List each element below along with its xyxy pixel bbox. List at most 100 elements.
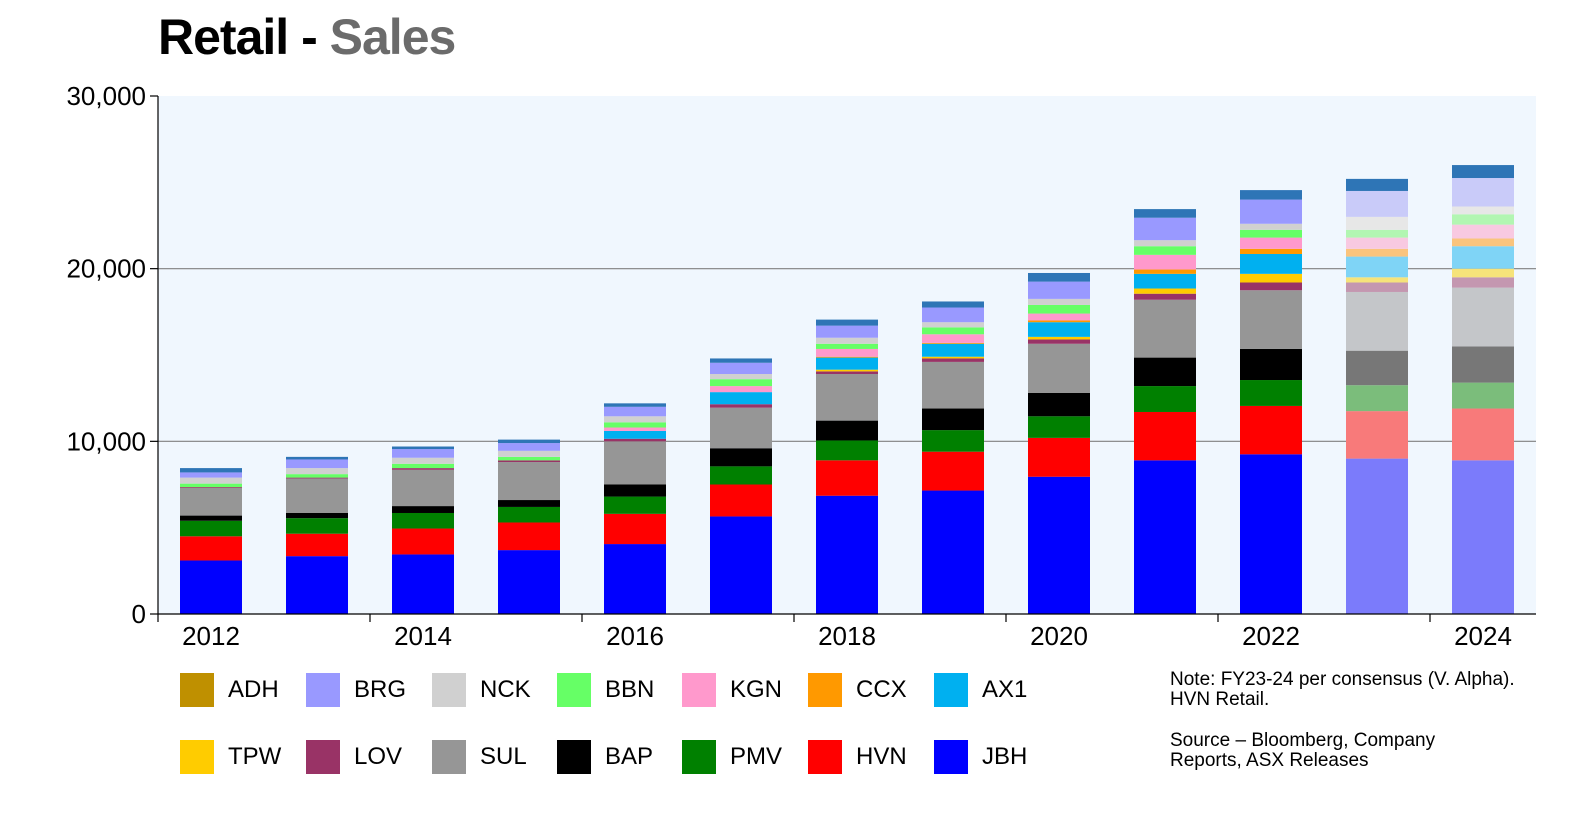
note-line-1: Note: FY23-24 per consensus (V. Alpha). <box>1170 669 1515 690</box>
bar-segment-sul-2015 <box>498 462 560 501</box>
legend-label: PMV <box>730 743 783 770</box>
bar-segment-hvn-2019 <box>922 451 984 491</box>
bar-segment-tpw-2020 <box>1028 336 1090 340</box>
bar-segment-bbn-2014 <box>392 463 454 469</box>
bar-segment-ax1-2022 <box>1240 253 1302 274</box>
bar-segment-nck-2012 <box>180 477 242 484</box>
bar-segment-hvn-2024 <box>1452 408 1514 461</box>
legend-swatch <box>682 740 716 774</box>
bar-segment-bbn-2020 <box>1028 304 1090 314</box>
legend-item-pmv: PMV <box>682 739 782 775</box>
legend-label: AX1 <box>982 676 1028 703</box>
bar-segment-ccx-2021 <box>1134 269 1196 274</box>
bar-segment-ax1-2024 <box>1452 246 1514 269</box>
chart-title-separator: - <box>301 9 318 65</box>
legend-swatch <box>306 673 340 707</box>
bar-segment-jbh-2021 <box>1134 460 1196 614</box>
source-line-2: Reports, ASX Releases <box>1170 750 1369 771</box>
legend-item-lov: LOV <box>306 739 402 775</box>
bar-segment-ax1-2023 <box>1346 256 1408 278</box>
bar-segment-hvn-2022 <box>1240 405 1302 455</box>
bar-segment-other-2019 <box>922 301 984 308</box>
bar-segment-hvn-2012 <box>180 536 242 561</box>
bar-segment-pmv-2024 <box>1452 382 1514 409</box>
bar-segment-ccx-2018 <box>816 356 878 358</box>
legend-swatch <box>682 673 716 707</box>
bar-segment-ax1-2017 <box>710 392 772 405</box>
bar-segment-kgn-2020 <box>1028 313 1090 321</box>
bar-segment-lov-2012 <box>180 487 242 488</box>
chart-title: Retail - Sales <box>158 8 456 66</box>
bar-segment-bap-2015 <box>498 500 560 507</box>
bar-segment-other-2014 <box>392 446 454 450</box>
bar-segment-brg-2015 <box>498 443 560 451</box>
bar-segment-sul-2017 <box>710 407 772 449</box>
bar-segment-hvn-2017 <box>710 484 772 517</box>
bar-segment-brg-2014 <box>392 449 454 458</box>
bar-segment-brg-2013 <box>286 459 348 469</box>
bar-segment-tpw-2021 <box>1134 288 1196 294</box>
bar-segment-ax1-2018 <box>816 357 878 370</box>
bar-segment-bap-2021 <box>1134 357 1196 387</box>
bar-segment-kgn-2024 <box>1452 224 1514 239</box>
bar-segment-hvn-2023 <box>1346 411 1408 459</box>
bar-segment-jbh-2014 <box>392 554 454 614</box>
bar-segment-other-2017 <box>710 358 772 363</box>
bar-segment-other-2024 <box>1452 165 1514 179</box>
legend-swatch <box>934 673 968 707</box>
legend-label: LOV <box>354 743 403 770</box>
bar-segment-ax1-2019 <box>922 343 984 357</box>
bar-segment-pmv-2016 <box>604 496 666 514</box>
bar-segment-lov-2023 <box>1346 282 1408 292</box>
bar-segment-tpw-2024 <box>1452 268 1514 278</box>
bar-segment-bap-2012 <box>180 515 242 521</box>
legend-label: NCK <box>480 676 531 703</box>
bar-segment-brg-2019 <box>922 307 984 323</box>
legend-item-bap: BAP <box>557 739 653 775</box>
bar-segment-lov-2020 <box>1028 339 1090 344</box>
legend-label: BAP <box>605 743 654 770</box>
bar-segment-brg-2016 <box>604 406 666 417</box>
bar-segment-lov-2014 <box>392 468 454 470</box>
bar-segment-bbn-2013 <box>286 474 348 478</box>
bar-segment-jbh-2020 <box>1028 476 1090 614</box>
bar-segment-hvn-2015 <box>498 522 560 551</box>
bar-segment-kgn-2017 <box>710 386 772 393</box>
legend-label: CCX <box>856 676 907 703</box>
bar-segment-lov-2024 <box>1452 277 1514 288</box>
bar-segment-bbn-2016 <box>604 422 666 428</box>
legend-swatch <box>432 740 466 774</box>
bar-segment-ax1-2016 <box>604 430 666 439</box>
bar-segment-hvn-2021 <box>1134 411 1196 461</box>
chart-title-main: Retail <box>158 9 289 65</box>
bar-segment-other-2012 <box>180 468 242 473</box>
bar-segment-other-2021 <box>1134 209 1196 218</box>
legend-item-hvn: HVN <box>808 739 907 775</box>
bar-segment-nck-2013 <box>286 468 348 475</box>
legend-swatch <box>557 740 591 774</box>
bar-segment-bbn-2023 <box>1346 229 1408 238</box>
bar-segment-pmv-2015 <box>498 506 560 523</box>
bar-segment-lov-2019 <box>922 358 984 362</box>
bar-segment-jbh-2015 <box>498 550 560 614</box>
bar-segment-bbn-2018 <box>816 343 878 349</box>
bar-segment-bap-2017 <box>710 448 772 467</box>
y-tick-label: 20,000 <box>66 254 146 284</box>
bar-segment-sul-2012 <box>180 487 242 516</box>
bar-segment-sul-2013 <box>286 478 348 513</box>
bar-segment-sul-2018 <box>816 373 878 421</box>
bar-segment-nck-2024 <box>1452 206 1514 215</box>
bar-segment-sul-2023 <box>1346 291 1408 351</box>
legend-item-brg: BRG <box>306 672 406 708</box>
bar-segment-lov-2017 <box>710 404 772 408</box>
legend-item-adh: ADH <box>180 672 279 708</box>
bar-segment-ax1-2021 <box>1134 273 1196 289</box>
bar-segment-nck-2021 <box>1134 240 1196 247</box>
bar-segment-other-2016 <box>604 403 666 407</box>
bar-segment-jbh-2019 <box>922 490 984 614</box>
bar-segment-brg-2017 <box>710 362 772 374</box>
legend-item-tpw: TPW <box>180 739 281 775</box>
bar-segment-hvn-2018 <box>816 460 878 496</box>
bar-segment-ccx-2022 <box>1240 248 1302 254</box>
x-tick-label: 2016 <box>606 621 664 651</box>
